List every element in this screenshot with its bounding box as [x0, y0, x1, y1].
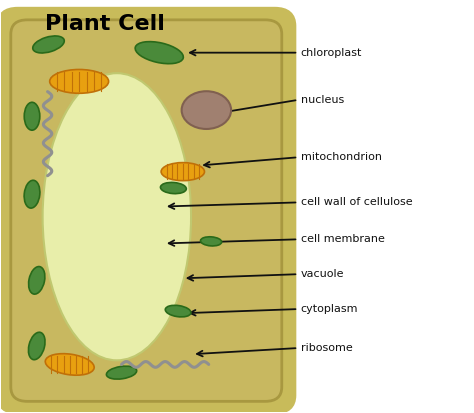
Ellipse shape: [161, 183, 186, 194]
Text: vacuole: vacuole: [301, 269, 344, 279]
Text: Plant Cell: Plant Cell: [45, 14, 165, 34]
Ellipse shape: [165, 305, 191, 317]
Ellipse shape: [28, 266, 45, 294]
Ellipse shape: [46, 354, 94, 375]
Ellipse shape: [182, 91, 231, 129]
Ellipse shape: [107, 366, 137, 379]
Ellipse shape: [135, 42, 183, 64]
FancyBboxPatch shape: [0, 9, 293, 412]
Text: ribosome: ribosome: [301, 343, 352, 353]
Ellipse shape: [161, 163, 204, 180]
Ellipse shape: [28, 332, 45, 360]
Text: cytoplasm: cytoplasm: [301, 304, 358, 314]
Ellipse shape: [24, 102, 40, 130]
Text: cell membrane: cell membrane: [301, 234, 384, 244]
Ellipse shape: [50, 69, 109, 93]
Ellipse shape: [24, 180, 40, 208]
Text: chloroplast: chloroplast: [301, 47, 362, 58]
Text: nucleus: nucleus: [301, 95, 344, 105]
Text: cell wall of cellulose: cell wall of cellulose: [301, 197, 412, 207]
Ellipse shape: [201, 237, 222, 246]
Ellipse shape: [43, 73, 191, 360]
Ellipse shape: [33, 36, 64, 53]
Text: mitochondrion: mitochondrion: [301, 152, 382, 162]
FancyBboxPatch shape: [11, 20, 282, 401]
